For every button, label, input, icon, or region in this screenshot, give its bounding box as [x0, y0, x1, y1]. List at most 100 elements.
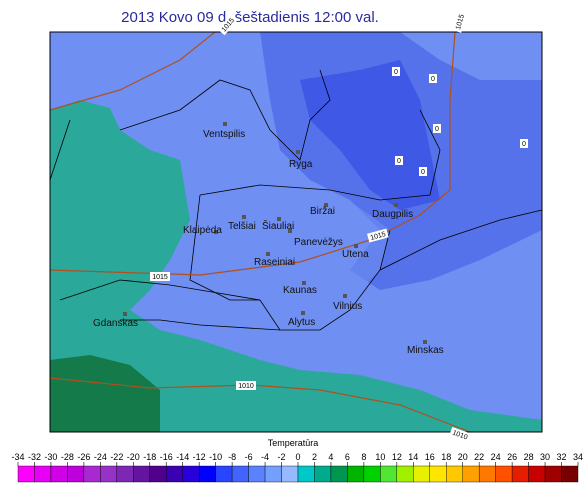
isobar-label: 1015	[152, 274, 168, 281]
legend-tick-label: 18	[441, 452, 451, 462]
legend-swatch	[67, 465, 85, 483]
city-label: Ryga	[289, 159, 313, 170]
city-label: Alytus	[288, 317, 315, 328]
city-label: Šiauliai	[262, 219, 294, 232]
legend-tick-label: 2	[312, 452, 317, 462]
legend-tick-label: 8	[361, 452, 366, 462]
legend-tick-label: -26	[77, 452, 90, 462]
city-label: Ventspilis	[203, 129, 245, 140]
legend-swatch	[446, 465, 463, 483]
city-label: Gdanskas	[93, 318, 138, 329]
legend-swatch	[511, 465, 529, 483]
legend-tick-label: 14	[408, 452, 418, 462]
legend-swatch	[34, 465, 52, 483]
map-label: 0	[522, 141, 526, 148]
map-label: 0	[431, 76, 435, 83]
legend-swatch	[462, 465, 480, 483]
legend-tick-label: -30	[44, 452, 57, 462]
legend-tick-label: -20	[127, 452, 140, 462]
legend-swatch	[215, 465, 233, 483]
map-labels: 0 0 0 0 0 0	[392, 67, 528, 176]
city-label: Vilnius	[333, 301, 362, 312]
map-label: 0	[394, 69, 398, 76]
city-dots	[123, 122, 427, 344]
isobars	[49, 31, 471, 433]
legend-tick-label: -16	[160, 452, 173, 462]
legend-swatch	[380, 465, 398, 483]
legend-swatch	[429, 465, 447, 483]
legend-tick-label: 22	[474, 452, 484, 462]
legend-tick-label: -14	[176, 452, 189, 462]
map	[49, 31, 543, 433]
isobar-label: 1015	[370, 231, 387, 242]
isobar-label: 1010	[238, 383, 254, 390]
legend-swatch	[495, 465, 513, 483]
legend-tick-label: 10	[375, 452, 385, 462]
map-label: 0	[421, 169, 425, 176]
city-label: Raseiniai	[254, 257, 295, 268]
city-label: Minskas	[407, 345, 444, 356]
isobar-label: 1010	[451, 430, 468, 442]
legend-swatch	[396, 465, 414, 483]
city-label: Telšiai	[228, 221, 256, 232]
isobar-label: 1015	[455, 14, 466, 31]
legend-swatch	[413, 465, 430, 483]
legend-swatch	[116, 465, 134, 483]
map-frame	[49, 31, 543, 433]
sea-area	[50, 100, 542, 432]
legend-tick-label: 26	[507, 452, 517, 462]
city-label: Klaipėda	[183, 225, 222, 236]
legend-tick-label: 16	[425, 452, 435, 462]
legend-tick-label: 4	[328, 452, 333, 462]
city-label: Panevėžys	[294, 237, 343, 248]
legend-swatch	[297, 465, 315, 483]
legend-swatch	[248, 465, 266, 483]
legend-swatch	[83, 465, 101, 483]
coldest-area	[300, 60, 440, 210]
legend-swatch	[166, 465, 183, 483]
city-label: Biržai	[310, 206, 335, 217]
legend-tick-label: 20	[458, 452, 468, 462]
legend-swatch	[182, 465, 200, 483]
legend-tick-label: -32	[28, 452, 41, 462]
legend-swatch	[264, 465, 282, 483]
legend-tick-label: 28	[524, 452, 534, 462]
legend-swatch	[347, 465, 365, 483]
legend-swatch	[149, 465, 167, 483]
legend-swatch	[281, 465, 299, 483]
legend-tick-label: -18	[143, 452, 156, 462]
legend-tick-label: 32	[557, 452, 567, 462]
city-label: Kaunas	[283, 285, 317, 296]
city-label: Daugpilis	[372, 209, 413, 220]
legend-swatch	[314, 465, 332, 483]
map-label: 0	[397, 158, 401, 165]
legend-tick-label: -10	[209, 452, 222, 462]
borders	[49, 69, 543, 331]
legend-tick-label: -24	[94, 452, 107, 462]
city-labels: Ventspilis Ryga Biržai Daugpilis Telšiai…	[93, 129, 444, 356]
legend-tick-label: 34	[573, 452, 583, 462]
legend: -34 -32 -30 -28 -26 -24 -22 -20 -18 -16 -14 -12 -10-…	[11, 452, 583, 483]
map-label: 0	[435, 126, 439, 133]
legend-tick-label: 12	[392, 452, 402, 462]
legend-swatch	[133, 465, 150, 483]
legend-swatch	[17, 465, 35, 483]
map-title: 2013 Kovo 09 d. šeštadienis 12:00 val.	[121, 9, 379, 26]
legend-swatch	[478, 465, 496, 483]
legend-tick-label: -22	[110, 452, 123, 462]
legend-swatch	[231, 465, 249, 483]
cold-green-area	[50, 355, 160, 432]
legend-tick-label: -34	[11, 452, 24, 462]
legend-swatch	[100, 465, 118, 483]
legend-tick-label: -12	[193, 452, 206, 462]
legend-swatch	[50, 465, 68, 483]
isobar-labels: 1015 1015 1015 1015 1010 1010	[150, 11, 472, 443]
legend-tick-label: 0	[295, 452, 300, 462]
legend-swatch	[330, 465, 348, 483]
legend-tick-label: 30	[540, 452, 550, 462]
legend-tick-label: 6	[345, 452, 350, 462]
legend-swatch	[528, 465, 546, 483]
legend-tick-label: -8	[228, 452, 236, 462]
legend-title: Temperatūra	[268, 438, 319, 448]
